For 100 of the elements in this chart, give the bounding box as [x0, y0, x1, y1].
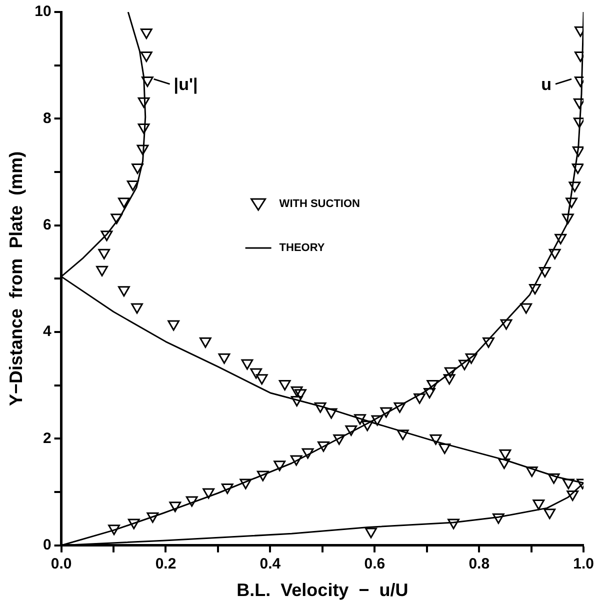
point — [98, 248, 110, 260]
annotation: |u'| — [174, 74, 198, 94]
point — [498, 458, 510, 469]
y-tick-label: 2 — [42, 430, 52, 447]
point — [131, 303, 143, 314]
point — [199, 337, 212, 348]
x-tick-label: 1.0 — [573, 556, 594, 573]
point — [394, 402, 406, 413]
point — [118, 286, 130, 297]
y-axis-title: Y−Distance from Plate (mm) — [6, 151, 26, 406]
point — [138, 123, 150, 134]
y-tick-label: 0 — [42, 536, 52, 554]
point — [526, 466, 538, 477]
point — [482, 337, 494, 348]
point — [186, 496, 198, 507]
point — [426, 380, 439, 391]
point — [108, 524, 120, 536]
point — [465, 353, 478, 364]
point — [126, 180, 139, 192]
point — [278, 380, 291, 391]
x-axis-title: B.L. Velocity − u/U — [236, 580, 408, 600]
point — [532, 500, 545, 510]
y-tick-label: 4 — [42, 323, 52, 340]
point — [240, 478, 252, 490]
point — [250, 368, 262, 379]
point — [290, 386, 303, 397]
point — [118, 198, 130, 208]
point — [354, 414, 366, 425]
point — [568, 182, 581, 192]
point — [333, 434, 346, 445]
y-tick-label: 8 — [42, 110, 52, 127]
point — [414, 393, 426, 404]
point — [492, 513, 504, 524]
point — [140, 28, 152, 40]
point — [572, 146, 584, 157]
annotation: u — [541, 74, 552, 94]
point — [554, 234, 567, 244]
point — [110, 214, 123, 224]
legend-label: WITH SUCTION — [279, 198, 360, 210]
point — [256, 374, 268, 385]
x-tick-label: 0.8 — [468, 556, 490, 573]
x-tick-label: 0.2 — [155, 556, 176, 573]
point — [562, 214, 574, 224]
point — [345, 425, 358, 436]
point — [274, 460, 286, 472]
point — [325, 408, 338, 419]
point — [294, 389, 306, 400]
point — [572, 163, 584, 174]
point — [136, 144, 149, 156]
point — [396, 430, 409, 440]
point — [138, 97, 150, 108]
point — [562, 478, 574, 490]
point — [529, 284, 541, 295]
point — [132, 163, 144, 174]
point — [140, 51, 152, 62]
point — [169, 502, 182, 512]
point — [290, 455, 302, 466]
point — [361, 420, 374, 432]
point — [221, 484, 234, 494]
y-tick-label: 6 — [42, 216, 52, 234]
point — [500, 319, 512, 330]
point — [371, 415, 384, 426]
point — [566, 198, 578, 208]
point — [96, 266, 108, 276]
point — [548, 473, 560, 484]
point — [424, 388, 436, 399]
x-tick-label: 0.0 — [50, 556, 72, 573]
point — [365, 528, 377, 538]
point — [302, 448, 314, 459]
point — [142, 76, 154, 88]
point — [100, 230, 113, 242]
point — [544, 508, 556, 520]
point — [128, 518, 140, 530]
point — [444, 367, 456, 378]
point — [380, 407, 392, 418]
point — [202, 488, 215, 499]
point — [290, 396, 303, 407]
point — [146, 512, 159, 523]
point — [458, 360, 470, 370]
point — [318, 441, 330, 452]
y-tick-label: 10 — [34, 3, 52, 20]
point — [443, 374, 456, 385]
point — [438, 444, 451, 454]
point — [314, 402, 326, 413]
point — [538, 266, 551, 278]
x-tick-label: 0.6 — [364, 556, 386, 573]
point — [241, 359, 254, 370]
point — [499, 449, 512, 460]
point — [566, 490, 579, 501]
point — [548, 248, 561, 260]
point — [218, 353, 230, 364]
point — [448, 518, 460, 530]
point — [520, 303, 532, 314]
point — [430, 434, 442, 445]
legend-label: THEORY — [279, 242, 326, 254]
point — [256, 470, 269, 482]
point — [573, 118, 584, 128]
point — [168, 320, 180, 331]
point — [573, 98, 584, 109]
x-tick-label: 0.4 — [260, 556, 282, 573]
